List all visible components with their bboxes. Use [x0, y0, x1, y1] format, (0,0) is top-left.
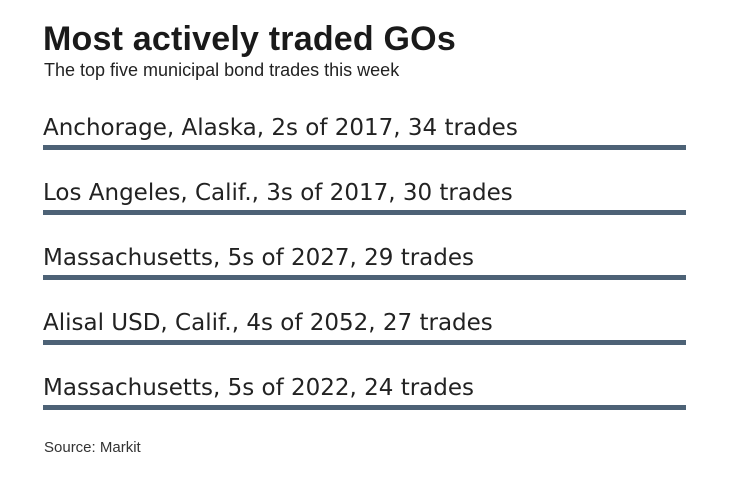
bar — [43, 210, 686, 215]
bar — [43, 275, 686, 280]
bar-row: Anchorage, Alaska, 2s of 2017, 34 trades — [43, 110, 686, 150]
bar-row: Massachusetts, 5s of 2027, 29 trades — [43, 240, 686, 280]
bar — [43, 145, 686, 150]
bar-label: Anchorage, Alaska, 2s of 2017, 34 trades — [43, 115, 518, 141]
bar-row: Alisal USD, Calif., 4s of 2052, 27 trade… — [43, 305, 686, 345]
source-note: Source: Markit — [44, 439, 141, 456]
bar-label: Alisal USD, Calif., 4s of 2052, 27 trade… — [43, 310, 493, 336]
bar-label: Los Angeles, Calif., 3s of 2017, 30 trad… — [43, 180, 513, 206]
bar-row: Los Angeles, Calif., 3s of 2017, 30 trad… — [43, 175, 686, 215]
bar — [43, 405, 686, 410]
bar-label: Massachusetts, 5s of 2022, 24 trades — [43, 375, 475, 401]
bar — [43, 340, 686, 345]
bar-label: Massachusetts, 5s of 2027, 29 trades — [43, 245, 475, 271]
chart-title: Most actively traded GOs — [43, 20, 456, 58]
chart-subtitle: The top five municipal bond trades this … — [44, 60, 400, 80]
bar-row: Massachusetts, 5s of 2022, 24 trades — [43, 370, 686, 410]
